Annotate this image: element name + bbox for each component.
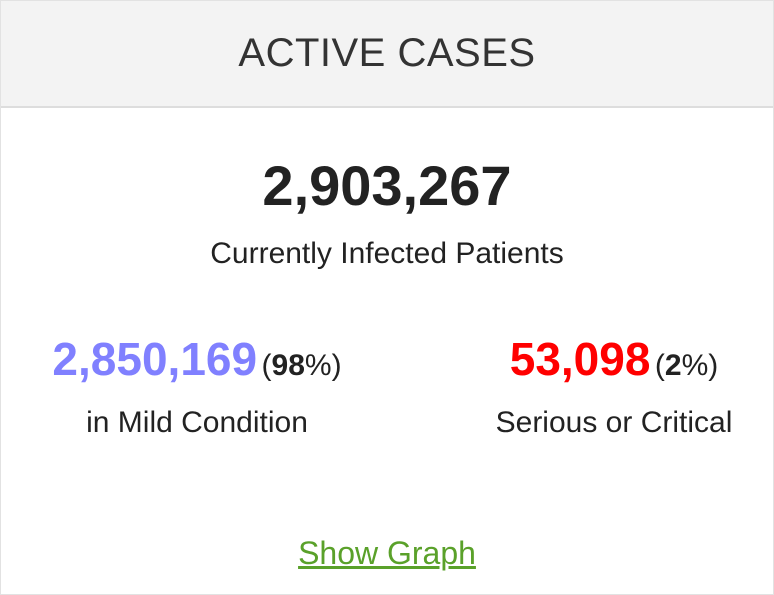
- mild-condition-percent: (98%): [261, 349, 342, 382]
- mild-condition-stat: 2,850,169 (98%) in Mild Condition: [1, 331, 393, 443]
- serious-critical-stat: 53,098 (2%) Serious or Critical: [453, 331, 774, 443]
- show-graph-container: Show Graph: [1, 533, 773, 580]
- total-active-count: 2,903,267: [262, 154, 512, 217]
- card-header: ACTIVE CASES: [1, 1, 773, 108]
- mild-condition-label: in Mild Condition: [86, 406, 308, 439]
- serious-critical-count: 53,098: [509, 333, 651, 385]
- serious-critical-line: 53,098 (2%): [453, 331, 774, 399]
- serious-critical-label: Serious or Critical: [495, 406, 733, 439]
- total-active-label: Currently Infected Patients: [210, 237, 564, 270]
- card-title: ACTIVE CASES: [238, 31, 536, 75]
- mild-condition-line: 2,850,169 (98%): [1, 331, 393, 399]
- show-graph-link[interactable]: Show Graph: [298, 535, 476, 571]
- mild-condition-count: 2,850,169: [52, 333, 258, 385]
- serious-critical-percent: (2%): [654, 349, 719, 382]
